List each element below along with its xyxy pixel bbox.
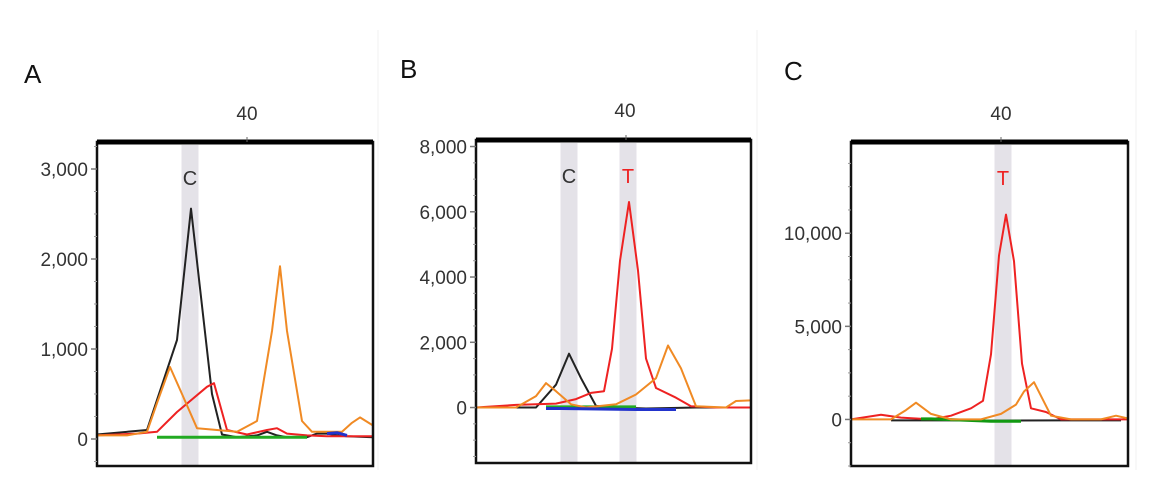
panel-b: B 40 C T 0 2,000 4,000 6,000 8,000: [400, 54, 753, 465]
y-tick-label: 10,000: [784, 224, 842, 245]
base-call-label: T: [622, 166, 634, 188]
y-tick-label: 8,000: [419, 138, 467, 159]
top-tick-label: 40: [236, 104, 257, 125]
panel-a: A 40 C 0 1,000 2,000 3,000: [24, 59, 375, 468]
panel-label: A: [24, 59, 42, 89]
base-call-band: [994, 145, 1012, 466]
top-tick-label: 40: [990, 104, 1011, 125]
plot-frame: [474, 138, 753, 465]
y-tick-label: 5,000: [794, 317, 842, 338]
y-tick-label: 6,000: [419, 203, 467, 224]
trace-t: [96, 382, 373, 438]
base-call-band: [560, 143, 578, 463]
trace-c: [476, 352, 751, 410]
panel-label: B: [400, 54, 417, 84]
y-tick-label: 3,000: [40, 160, 88, 181]
y-tick-label: 0: [77, 430, 88, 451]
trace-t: [850, 213, 1128, 421]
top-tick-label: 40: [614, 101, 635, 122]
y-tick-label: 0: [831, 410, 842, 431]
y-tick-label: 2,000: [40, 250, 88, 271]
trace-g: [476, 344, 752, 409]
trace-c: [96, 207, 374, 439]
base-call-label: C: [183, 168, 197, 190]
y-tick-label: 2,000: [419, 333, 467, 354]
y-tick-label: 1,000: [40, 340, 88, 361]
base-call-label: T: [997, 168, 1009, 190]
trace-blue: [546, 407, 676, 411]
base-call-label: C: [562, 166, 576, 188]
y-tick-label: 0: [456, 399, 467, 420]
base-call-band: [181, 145, 199, 466]
trace-g: [97, 265, 374, 437]
panel-c: C 40 T 0 5,000 10,000: [784, 56, 1130, 468]
trace-g: [851, 381, 1129, 421]
y-tick-label: 4,000: [419, 268, 467, 289]
base-call-band: [619, 143, 637, 463]
trace-blue: [326, 431, 348, 437]
panel-label: C: [784, 56, 803, 86]
trace-t: [475, 201, 751, 409]
plot-frame: [95, 140, 375, 468]
